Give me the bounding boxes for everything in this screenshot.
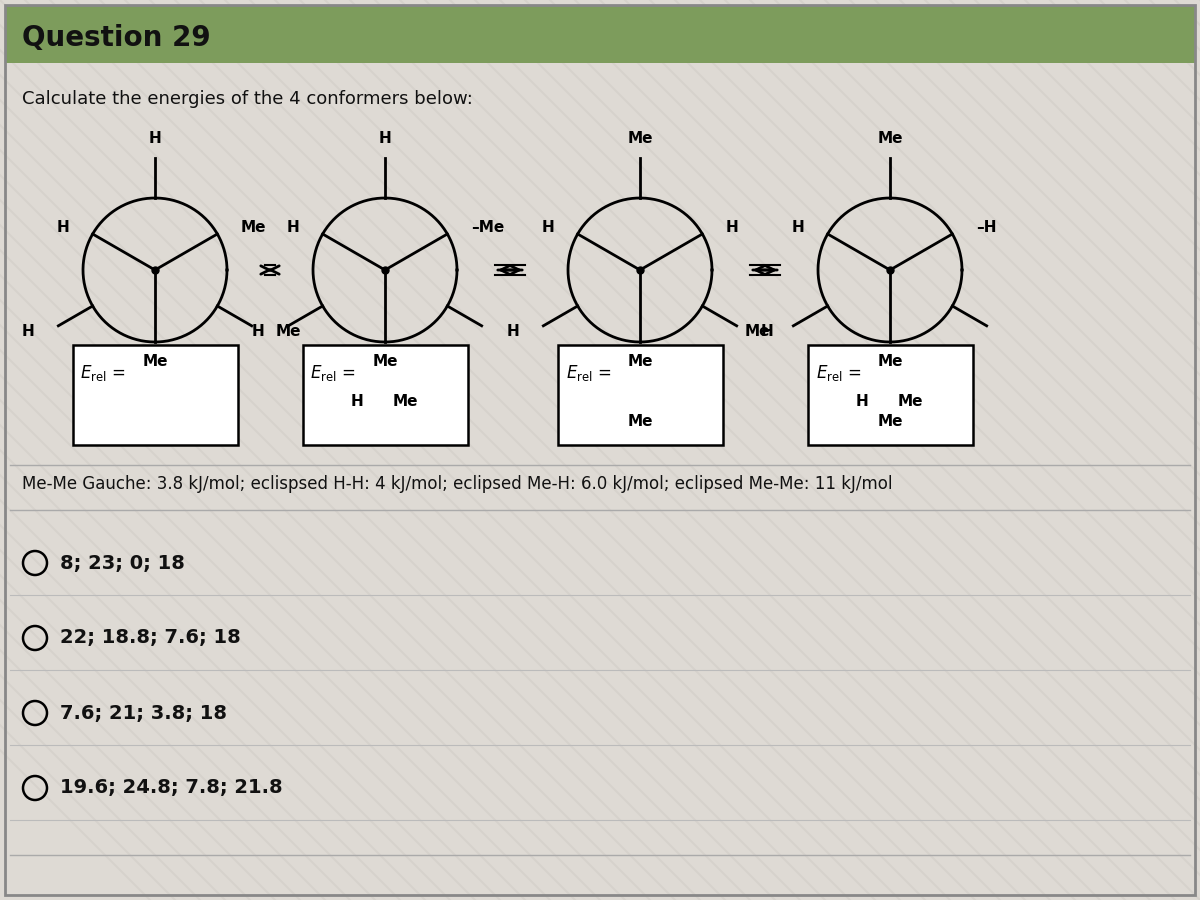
Bar (302, 345, 468, 445)
Text: H: H (761, 325, 773, 339)
Text: Me: Me (392, 394, 418, 409)
Text: H: H (791, 220, 804, 235)
Text: Me: Me (877, 414, 902, 428)
Text: –Me: –Me (472, 220, 504, 235)
Text: $E_{\mathrm{rel}}$ =: $E_{\mathrm{rel}}$ = (80, 363, 126, 383)
Text: Calculate the energies of the 4 conformers below:: Calculate the energies of the 4 conforme… (22, 90, 473, 108)
Text: H: H (252, 325, 265, 339)
Text: H: H (22, 325, 35, 339)
Text: Me: Me (877, 131, 902, 146)
Bar (808, 345, 972, 445)
Text: Me: Me (628, 414, 653, 428)
Text: $E_{\mathrm{rel}}$ =: $E_{\mathrm{rel}}$ = (565, 363, 611, 383)
Text: 22; 18.8; 7.6; 18: 22; 18.8; 7.6; 18 (60, 628, 241, 647)
Text: Me: Me (628, 131, 653, 146)
Text: 8; 23; 0; 18: 8; 23; 0; 18 (60, 554, 185, 572)
Text: Me: Me (877, 355, 902, 369)
Text: H: H (149, 131, 161, 146)
Text: Me: Me (372, 355, 397, 369)
Text: H: H (541, 220, 554, 235)
Text: 19.6; 24.8; 7.8; 21.8: 19.6; 24.8; 7.8; 21.8 (60, 778, 283, 797)
Text: –H: –H (976, 220, 996, 235)
Text: 7.6; 21; 3.8; 18: 7.6; 21; 3.8; 18 (60, 704, 227, 723)
Bar (5, 5, 1195, 63)
Text: Me-Me Gauche: 3.8 kJ/mol; eclispsed H-H: 4 kJ/mol; eclipsed Me-H: 6.0 kJ/mol; ec: Me-Me Gauche: 3.8 kJ/mol; eclispsed H-H:… (22, 475, 893, 493)
Text: $E_{\mathrm{rel}}$ =: $E_{\mathrm{rel}}$ = (816, 363, 862, 383)
Bar (72, 345, 238, 445)
Text: Me: Me (628, 355, 653, 369)
Text: H: H (726, 220, 739, 235)
Text: H: H (56, 220, 68, 235)
Bar (558, 345, 722, 445)
Text: Me: Me (143, 355, 168, 369)
Text: H: H (287, 220, 299, 235)
Text: Me: Me (275, 325, 301, 339)
Text: H: H (379, 131, 391, 146)
Text: Me: Me (898, 394, 923, 409)
Text: H: H (350, 394, 364, 409)
Text: H: H (856, 394, 869, 409)
Text: Question 29: Question 29 (22, 24, 211, 52)
Text: $E_{\mathrm{rel}}$ =: $E_{\mathrm{rel}}$ = (311, 363, 356, 383)
Text: Me: Me (744, 325, 769, 339)
Text: H: H (506, 325, 520, 339)
Text: Me: Me (241, 220, 266, 235)
